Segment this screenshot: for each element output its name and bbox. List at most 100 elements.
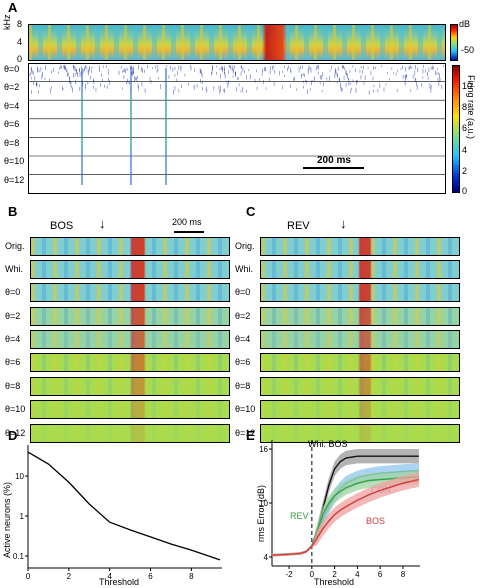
panel-d-ytick-label: 10 <box>15 472 24 481</box>
panel-e-line <box>271 469 419 556</box>
panel-d-line <box>27 451 221 561</box>
spectrogram-strip <box>260 377 460 396</box>
panel-c-title: REV <box>287 220 310 232</box>
panel-d-ytick-label: 0.1 <box>13 552 25 561</box>
panel-a-ytick-8: 8 <box>17 19 23 29</box>
panel-a-rate-colorbar <box>452 65 460 193</box>
spectrogram-row-label: θ=10 <box>5 404 26 414</box>
panel-a-db-colorbar <box>450 24 458 61</box>
panel-a-db-tick-low: -50 <box>461 45 475 55</box>
spectrogram-row-label: θ=10 <box>235 404 256 414</box>
panel-e-band <box>272 449 419 557</box>
spectrogram-row-label: θ=0 <box>235 287 251 297</box>
panel-a-theta-6: θ=6 <box>4 119 20 129</box>
panel-b-title: BOS <box>50 220 74 232</box>
panel-d-xtick-label: 2 <box>67 572 72 581</box>
spectrogram-row-label: θ=6 <box>5 357 21 367</box>
panel-a-ytick-0: 0 <box>17 54 23 64</box>
panel-d-ytick-label: 1 <box>20 512 25 521</box>
spectrogram-row-label: θ=2 <box>235 311 251 321</box>
spectrogram-row-label: Orig. <box>235 241 255 251</box>
panel-e-xtick-label: 8 <box>401 570 406 579</box>
panel-d-xtick-label: 0 <box>26 572 31 581</box>
spectrogram-strip <box>260 237 460 256</box>
panel-d-ylabel: Active neurons (%) <box>2 481 12 558</box>
panel-e-series-label: REV <box>290 511 309 521</box>
spectrogram-strip <box>260 424 460 443</box>
spectrogram-row-label: θ=12 <box>235 428 256 438</box>
spectrogram-strip <box>30 377 230 396</box>
spectrogram-row-label: θ=6 <box>235 357 251 367</box>
spectrogram-row-label: θ=0 <box>5 287 21 297</box>
rate-tick-2: 2 <box>462 166 468 176</box>
panel-a-theta-0: θ=0 <box>4 64 20 74</box>
panel-e-xtick-label: 4 <box>355 570 360 579</box>
panel-label-e: E <box>246 428 255 443</box>
spectrogram-strip <box>260 400 460 419</box>
rate-tick-6: 6 <box>462 123 468 133</box>
spectrogram-row-label: θ=12 <box>5 428 26 438</box>
panel-e-ytick-label: 16 <box>259 445 268 454</box>
spectrogram-strip <box>30 424 230 443</box>
panel-e-line <box>271 455 419 556</box>
spectrogram-strip <box>30 260 230 279</box>
spectrogram-row-label: θ=8 <box>235 381 251 391</box>
spectrogram-row-label: θ=2 <box>5 311 21 321</box>
panel-b-arrow-icon: ↓ <box>99 216 106 231</box>
panel-b-scalebar <box>174 231 204 233</box>
panel-label-c: C <box>246 204 256 219</box>
panel-a-spectrogram <box>28 24 446 61</box>
panel-e-band <box>272 463 419 557</box>
panel-a-db-unit: dB <box>459 19 471 29</box>
spectrogram-strip <box>260 283 460 302</box>
spectrogram-strip <box>30 283 230 302</box>
spectrogram-row-label: θ=8 <box>5 381 21 391</box>
panel-e-series-label: CON <box>371 485 391 495</box>
panel-e-band <box>272 469 419 557</box>
panel-e-xtick-label: -2 <box>286 570 294 579</box>
panel-b-scalebar-label: 200 ms <box>172 217 202 227</box>
spectrogram-strip <box>260 307 460 326</box>
rate-tick-0: 0 <box>462 186 468 196</box>
panel-a-theta-4: θ=4 <box>4 101 20 111</box>
spectrogram-strip <box>260 330 460 349</box>
spectrogram-row-label: Whi. <box>5 264 23 274</box>
panel-e-line <box>271 478 420 556</box>
spectrogram-strip <box>260 260 460 279</box>
panel-c-arrow-icon: ↓ <box>340 216 347 231</box>
panel-a-yaxis-label: kHz <box>2 14 12 31</box>
panel-d-xtick-label: 6 <box>148 572 153 581</box>
spectrogram-strip <box>30 237 230 256</box>
panel-a-raster <box>28 63 446 194</box>
panel-e-series-label: BOS <box>366 516 385 526</box>
panel-e-xtick-label: 6 <box>378 570 383 579</box>
panel-a-theta-8: θ=8 <box>4 138 20 148</box>
spectrogram-strip <box>30 330 230 349</box>
panel-a-ytick-4: 4 <box>17 37 23 47</box>
panel-a-scalebar <box>303 167 364 169</box>
panel-a-theta-10: θ=10 <box>4 156 25 166</box>
spectrogram-row-label: θ=4 <box>5 334 21 344</box>
panel-a-theta-12: θ=12 <box>4 175 25 185</box>
spectrogram-strip <box>260 353 460 372</box>
rate-tick-8: 8 <box>462 102 468 112</box>
panel-e-ylabel: rms Error (dB) <box>256 485 266 542</box>
spectrogram-row-label: Orig. <box>5 241 25 251</box>
panel-e-band <box>272 472 419 557</box>
rate-colorbar-label: Firing rate (a.u.) <box>466 75 476 140</box>
rate-tick-10: 10 <box>462 81 473 91</box>
spectrogram-row-label: θ=4 <box>235 334 251 344</box>
spectrogram-strip <box>30 353 230 372</box>
panel-label-b: B <box>8 204 18 219</box>
panel-e-ytick-label: 4 <box>264 553 269 562</box>
spectrogram-strip <box>30 307 230 326</box>
panel-a-theta-2: θ=2 <box>4 82 20 92</box>
panel-d-xlabel: Threshold <box>99 577 140 587</box>
panel-e-line <box>271 476 419 556</box>
panel-a-scalebar-label: 200 ms <box>317 155 351 166</box>
panel-label-a: A <box>8 0 18 15</box>
panel-e-xlabel: Threshold <box>314 577 355 587</box>
spectrogram-strip <box>30 400 230 419</box>
rate-tick-4: 4 <box>462 145 468 155</box>
panel-label-d: D <box>8 428 18 443</box>
